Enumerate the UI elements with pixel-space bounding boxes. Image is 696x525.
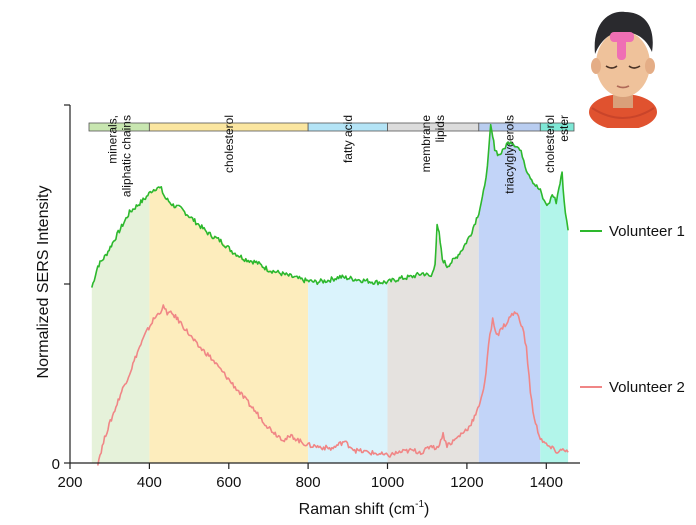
y-tick-label-zero: 0 (52, 456, 60, 473)
legend-label-1: Volunteer 2 (609, 379, 685, 396)
x-tick-label-600: 600 (216, 474, 241, 491)
series-layer (91, 123, 569, 466)
x-axis-label: Raman shift (cm-1) (299, 499, 430, 518)
x-tick-label-400: 400 (137, 474, 162, 491)
region-fill-5 (540, 175, 569, 463)
region-labels: minerals,aliphatic chains cholesterol fatt… (106, 115, 572, 197)
y-axis-label: Normalized SERS Intensity (35, 186, 52, 379)
region-label-5: cholesterolester (543, 115, 571, 173)
region-label-3: membranelipids (419, 115, 447, 173)
region-label-0: minerals,aliphatic chains (106, 115, 134, 197)
avatar (589, 11, 657, 128)
legend-label-0: Volunteer 1 (609, 223, 685, 240)
x-axis-label-main: Raman shift (cm (299, 501, 415, 518)
series-line-1 (97, 304, 569, 466)
region-fill-1 (149, 188, 309, 463)
x-tick-label-800: 800 (296, 474, 321, 491)
region-label-bar (88, 122, 575, 132)
x-axis-label-tail: ) (424, 501, 429, 518)
x-axis-label-sup: -1 (415, 499, 424, 510)
region-label-1: cholesterol (222, 115, 236, 173)
x-ticks: 200 400 600 800 1000 1200 1400 (57, 463, 563, 491)
region-fill-3 (387, 212, 479, 463)
x-tick-label-1000: 1000 (371, 474, 404, 491)
x-tick-label-200: 200 (57, 474, 82, 491)
x-tick-label-1200: 1200 (450, 474, 483, 491)
region-label-4: triacylglycerols (503, 115, 517, 194)
region-fills (91, 128, 569, 464)
x-tick-label-1400: 1400 (530, 474, 563, 491)
region-fill-2 (308, 276, 388, 463)
region-fill-0 (91, 193, 150, 464)
region-bar-segment-5 (539, 122, 575, 132)
region-fill-4 (478, 128, 541, 463)
legend: Volunteer 1 Volunteer 2 (580, 223, 685, 396)
region-label-2: fatty acid (341, 115, 355, 163)
series-line-0 (91, 123, 569, 288)
